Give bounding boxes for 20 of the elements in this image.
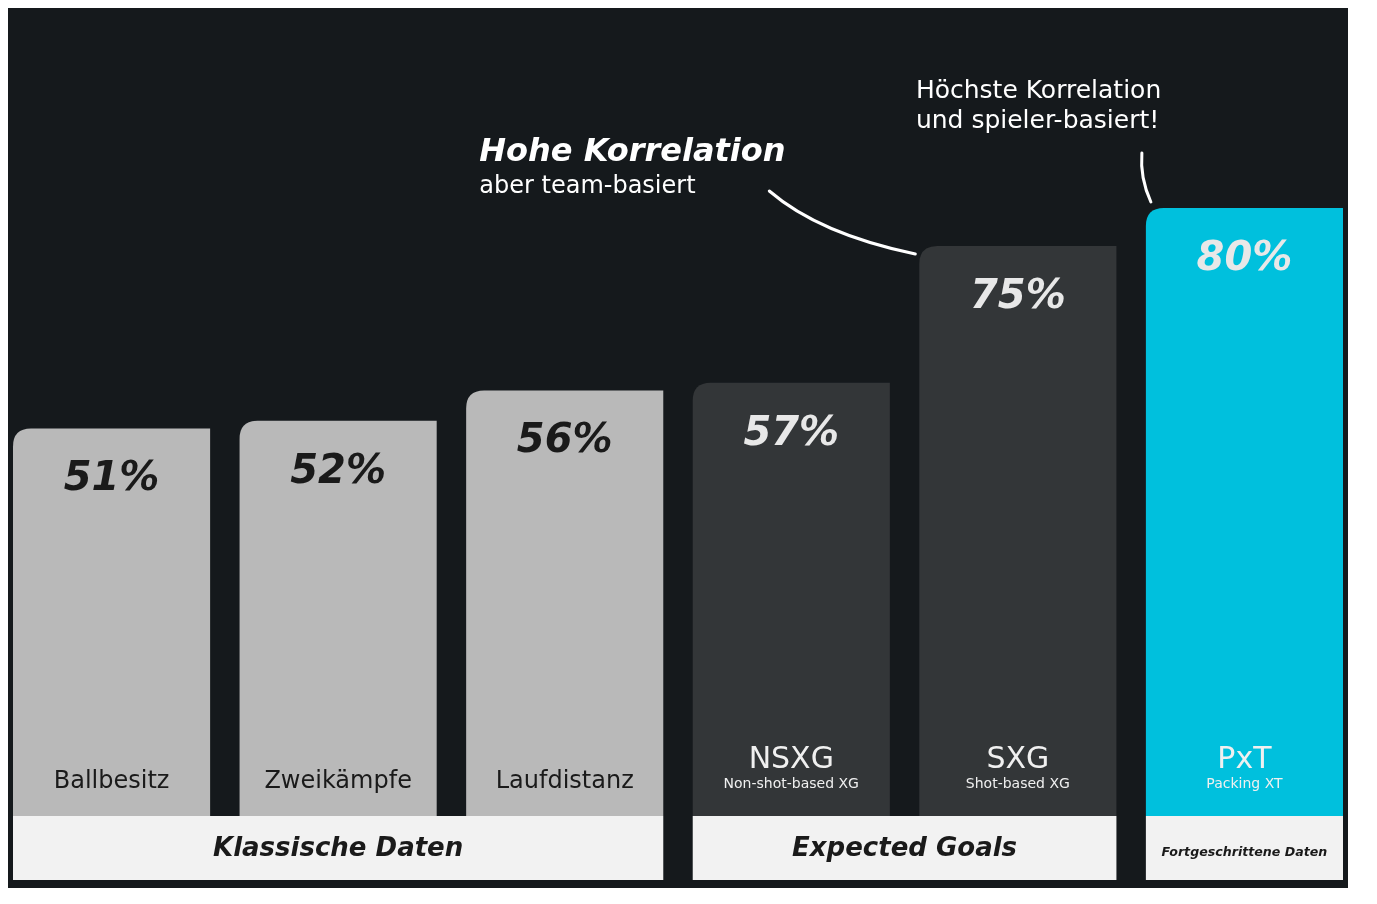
x-tick-label: Laufdistanz: [495, 766, 634, 794]
x-tick-label: Ballbesitz: [53, 766, 170, 794]
data-label: 75%: [969, 271, 1066, 317]
bar: [13, 428, 211, 816]
text: Expected Goals: [792, 832, 1018, 862]
x-tick-label: PxT Packing XT: [1206, 740, 1283, 791]
bar: [239, 420, 437, 816]
text: Hohe Korrelation aber team-basiert: [479, 131, 786, 199]
data-label: 56%: [516, 415, 613, 462]
x-tick-label: Zweikämpfe: [264, 766, 412, 794]
text: Fortgeschrittene Daten: [1161, 844, 1328, 859]
data-label: 57%: [743, 407, 840, 454]
x-tick-label: SXG Shot-based XG: [965, 740, 1070, 791]
text: Klassische Daten: [213, 832, 464, 862]
data-label: 52%: [290, 445, 387, 492]
data-label: 51%: [63, 453, 160, 500]
bar: [466, 390, 664, 816]
text: Höchste Korrelation und spieler-basiert!: [915, 75, 1162, 134]
data-label: 80%: [1196, 233, 1293, 279]
x-tick-label: NSXG Non-shot-based XG: [723, 740, 859, 791]
